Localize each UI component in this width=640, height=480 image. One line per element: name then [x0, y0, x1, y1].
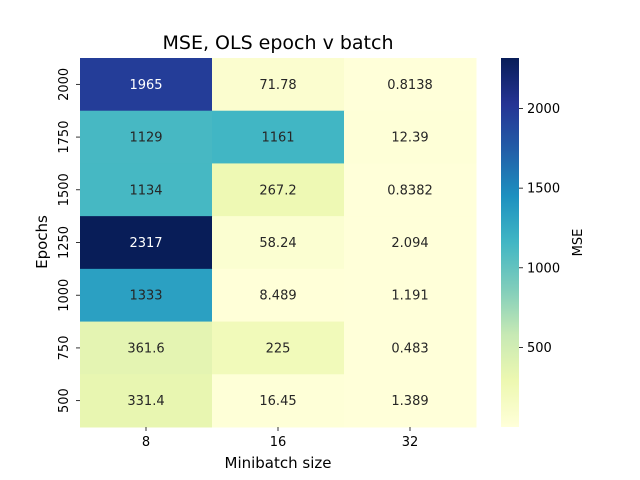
heatmap-cell — [212, 268, 345, 323]
heatmap-cell — [212, 321, 345, 375]
cell-value-label: 16.45 — [259, 394, 296, 409]
x-tick-label: 32 — [402, 435, 419, 450]
cell-value-label: 225 — [266, 341, 291, 356]
y-tick-label: 1750 — [57, 121, 72, 154]
x-axis-label: Minibatch size — [225, 454, 332, 472]
cell-value-label: 1129 — [129, 131, 162, 146]
y-axis-label: Epochs — [33, 215, 51, 269]
heatmap-cell — [212, 216, 345, 270]
cell-value-label: 0.483 — [391, 341, 428, 356]
cell-value-label: 71.78 — [259, 78, 296, 93]
heatmap-cell — [212, 58, 345, 112]
cell-value-label: 12.39 — [391, 131, 428, 146]
cell-value-label: 8.489 — [259, 289, 296, 304]
heatmap-cell — [212, 163, 345, 217]
cell-value-label: 1333 — [129, 289, 162, 304]
colorbar-tick-label: 1500 — [527, 182, 560, 197]
cell-value-label: 1134 — [129, 183, 162, 198]
heatmap-cell — [212, 110, 345, 164]
heatmap-cell — [344, 321, 477, 375]
x-tick-label: 8 — [142, 435, 150, 450]
heatmap-cell — [80, 110, 213, 164]
colorbar-tick-label: 2000 — [527, 102, 560, 117]
colorbar-gradient — [501, 58, 519, 427]
cell-value-label: 0.8138 — [387, 78, 433, 93]
x-axis: 8 16 32 — [142, 427, 418, 450]
cell-value-label: 1161 — [261, 131, 294, 146]
heatmap-cells: 1965 71.78 0.8138 1129 1161 12.39 1134 267.2 0.8… — [80, 58, 477, 428]
heatmap-cell — [212, 374, 345, 428]
chart-title: MSE, OLS epoch v batch — [162, 32, 393, 54]
cell-value-label: 361.6 — [127, 341, 164, 356]
cell-value-label: 2.094 — [391, 236, 428, 251]
x-tick-label: 16 — [270, 435, 287, 450]
heatmap-cell — [80, 216, 213, 270]
cell-value-label: 267.2 — [259, 183, 296, 198]
colorbar-tick-label: 1000 — [527, 261, 560, 276]
y-tick-label: 2000 — [57, 68, 72, 101]
cell-value-label: 331.4 — [127, 394, 164, 409]
cell-value-label: 58.24 — [259, 236, 296, 251]
heatmap-cell — [80, 374, 213, 428]
colorbar-tick-label: 500 — [527, 341, 552, 356]
heatmap-cell — [344, 163, 477, 217]
y-tick-label: 500 — [57, 388, 72, 413]
y-tick-label: 1500 — [57, 173, 72, 206]
heatmap-cell — [80, 268, 213, 323]
cell-value-label: 1.389 — [391, 394, 428, 409]
y-tick-label: 1000 — [57, 279, 72, 312]
cell-value-label: 0.8382 — [387, 183, 433, 198]
heatmap-cell — [80, 58, 213, 112]
cell-value-label: 2317 — [129, 236, 162, 251]
y-tick-label: 1250 — [57, 226, 72, 259]
heatmap-cell — [344, 374, 477, 428]
colorbar-label: MSE — [571, 229, 586, 257]
cell-value-label: 1965 — [129, 78, 162, 93]
cell-value-label: 1.191 — [391, 289, 428, 304]
y-tick-label: 750 — [57, 336, 72, 361]
heatmap-cell — [80, 321, 213, 375]
heatmap-cell — [344, 110, 477, 164]
heatmap-cell — [344, 58, 477, 112]
heatmap-cell — [80, 163, 213, 217]
heatmap-cell — [344, 268, 477, 323]
colorbar: 500 1000 1500 2000 MSE — [501, 58, 586, 427]
y-axis: 2000 1750 1500 1250 1000 750 500 — [57, 68, 80, 413]
heatmap-cell — [344, 216, 477, 270]
